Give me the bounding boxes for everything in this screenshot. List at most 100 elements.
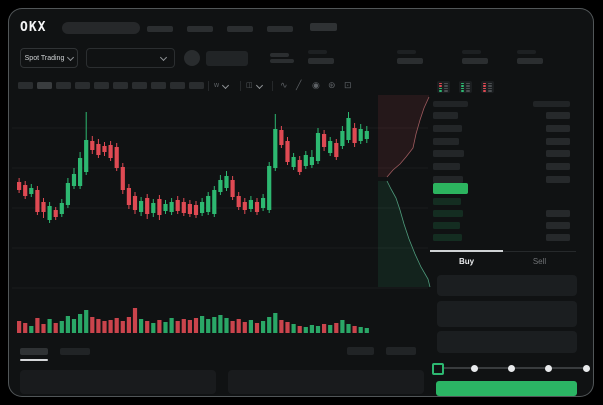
orderbook-view-asks-icon[interactable] — [481, 81, 494, 93]
settings-icon[interactable]: ⊛ — [328, 80, 336, 90]
slider-stop[interactable] — [470, 365, 478, 372]
orderbook-row[interactable] — [433, 124, 570, 132]
stat-value-skeleton — [397, 58, 423, 64]
orderbook-amount-skeleton — [546, 137, 570, 145]
toolbar-divider — [240, 81, 241, 91]
timeframe-button[interactable] — [151, 82, 166, 89]
timeframe-button[interactable] — [132, 82, 147, 89]
camera-icon[interactable]: ◉ — [312, 80, 320, 90]
orderbook-row[interactable] — [433, 210, 570, 217]
orderbook-amount-skeleton — [546, 112, 570, 119]
timeframe-button[interactable] — [189, 82, 204, 89]
orderbook-bids — [433, 198, 570, 246]
okx-logo: OKX — [20, 20, 47, 35]
toolbar-divider — [208, 81, 209, 91]
stat-label-skeleton — [517, 50, 536, 54]
last-price-bar[interactable] — [433, 183, 468, 194]
orderbook-row[interactable] — [433, 234, 570, 241]
timeframe-button[interactable] — [170, 82, 185, 89]
orderbook-asks — [433, 112, 570, 189]
orderbook-price-skeleton — [433, 112, 458, 119]
bottom-tab[interactable] — [60, 348, 90, 355]
price-line-skeleton — [270, 59, 294, 63]
bottom-tab-active[interactable] — [20, 348, 48, 355]
nav-item-skeleton[interactable] — [227, 26, 253, 32]
search-input[interactable] — [62, 22, 140, 34]
nav-item-skeleton[interactable] — [147, 26, 173, 32]
orders-panel-skeleton — [228, 370, 424, 394]
slider-handle[interactable] — [432, 363, 444, 375]
orderbook-price-skeleton — [433, 198, 461, 205]
trade-tab-divider — [503, 251, 576, 252]
amount-slider[interactable] — [432, 363, 590, 375]
coin-avatar — [184, 50, 200, 66]
timeframe-button[interactable] — [18, 82, 33, 89]
orderbook-row[interactable] — [433, 163, 570, 171]
orderbook-row[interactable] — [433, 222, 570, 229]
line-style-icon[interactable]: ∿ — [280, 80, 288, 90]
slider-stop[interactable] — [545, 365, 553, 372]
orderbook-price-skeleton — [433, 163, 460, 171]
orderbook-view-bids-icon[interactable] — [459, 81, 472, 93]
amount-input[interactable] — [437, 301, 577, 327]
orderbook-amount-skeleton — [546, 175, 570, 183]
slider-stop[interactable] — [508, 365, 515, 372]
orderbook-amount-skeleton — [546, 163, 570, 171]
timeframe-button[interactable] — [94, 82, 109, 89]
pair-selector-dropdown[interactable] — [86, 48, 175, 68]
orderbook-view-combined-icon[interactable] — [437, 81, 450, 93]
orders-panel-skeleton — [20, 370, 216, 394]
bottom-tab-underline — [20, 359, 48, 361]
chart-type-dropdown[interactable]: ᴡ — [214, 81, 230, 91]
stat-value-skeleton — [517, 58, 543, 64]
orderbook-price-skeleton — [433, 210, 463, 217]
orderbook-price-skeleton — [433, 150, 464, 158]
timeframe-button[interactable] — [56, 82, 71, 89]
trade-tab-indicator — [430, 250, 503, 252]
nav-item-skeleton[interactable] — [310, 23, 337, 31]
market-type-label: Spot Trading — [24, 54, 65, 62]
orderbook-row[interactable] — [433, 112, 570, 119]
stat-label-skeleton — [308, 50, 327, 54]
stat-value-skeleton — [462, 58, 488, 64]
price-input[interactable] — [437, 275, 577, 296]
indicator-dropdown[interactable]: ◫ — [246, 81, 263, 91]
orderbook-price-skeleton — [433, 124, 462, 132]
chart-type-icon: ᴡ — [214, 82, 220, 89]
orderbook-amount-skeleton — [546, 222, 570, 229]
stat-label-skeleton — [462, 50, 481, 54]
draw-icon[interactable]: ╱ — [296, 80, 302, 90]
bottom-action-skeleton[interactable] — [347, 347, 374, 355]
market-type-selector[interactable]: Spot Trading — [20, 48, 78, 68]
total-input[interactable] — [437, 331, 577, 353]
orderbook-header-skeleton — [533, 101, 570, 107]
orderbook-amount-skeleton — [546, 124, 570, 132]
timeframe-button[interactable] — [75, 82, 90, 89]
orderbook-row[interactable] — [433, 137, 570, 145]
indicator-icon: ◫ — [246, 82, 253, 89]
fullscreen-icon[interactable]: ⊡ — [344, 80, 352, 90]
buy-button[interactable] — [436, 381, 577, 396]
tab-buy[interactable]: Buy — [458, 257, 475, 266]
orderbook-row[interactable] — [433, 175, 570, 183]
pair-name-skeleton — [206, 51, 248, 66]
orderbook-price-skeleton — [433, 137, 459, 145]
stat-label-skeleton — [397, 50, 416, 54]
bottom-action-skeleton[interactable] — [386, 347, 416, 355]
stat-value-skeleton — [308, 58, 334, 64]
price-line-skeleton — [270, 53, 289, 57]
nav-item-skeleton[interactable] — [187, 26, 213, 32]
orderbook-row[interactable] — [433, 150, 570, 158]
orderbook-price-skeleton — [433, 234, 462, 241]
slider-stop[interactable] — [582, 365, 590, 372]
timeframe-button[interactable] — [37, 82, 52, 89]
toolbar-divider — [272, 81, 273, 91]
timeframe-button[interactable] — [113, 82, 128, 89]
orderbook-row[interactable] — [433, 198, 570, 205]
orderbook-price-skeleton — [433, 175, 463, 183]
tab-sell[interactable]: Sell — [532, 257, 547, 266]
slider-stops — [432, 363, 590, 375]
nav-item-skeleton[interactable] — [267, 26, 293, 32]
